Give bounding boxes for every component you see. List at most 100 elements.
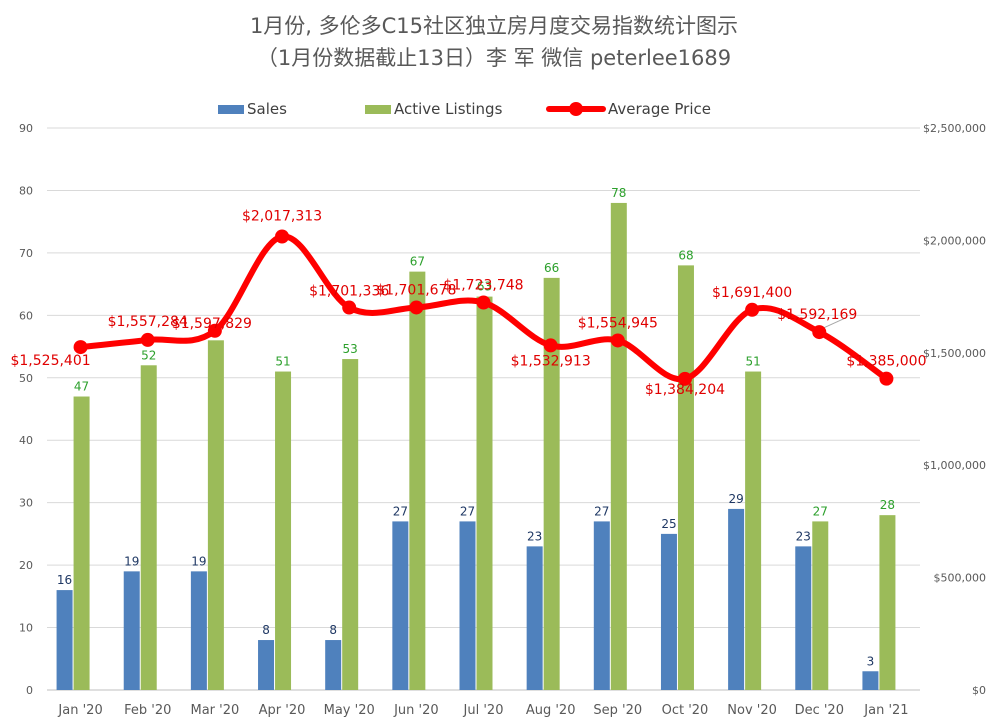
data-label-average-price: $1,691,400 bbox=[712, 285, 792, 301]
data-label-sales: 23 bbox=[527, 529, 542, 543]
y-left-tick-label: 0 bbox=[26, 684, 33, 697]
bar-sales bbox=[325, 640, 342, 690]
data-label-average-price: $1,554,945 bbox=[578, 315, 658, 331]
y-left-tick-label: 90 bbox=[19, 122, 33, 135]
x-tick-label: May '20 bbox=[324, 703, 375, 718]
x-tick-label: Dec '20 bbox=[795, 703, 844, 718]
data-label-sales: 29 bbox=[728, 492, 743, 506]
chart-subtitle: （1月份数据截止13日）李 军 微信 peterlee1689 bbox=[256, 46, 732, 70]
data-label-sales: 19 bbox=[191, 554, 206, 568]
y-right-tick-label: $1,000,000 bbox=[923, 459, 986, 472]
bar-sales bbox=[459, 521, 476, 690]
legend-item-average-price: Average Price bbox=[546, 98, 711, 120]
bar-sales bbox=[862, 671, 879, 690]
chart-title: 1月份, 多伦多C15社区独立房月度交易指数统计图示 bbox=[249, 14, 739, 38]
data-label-sales: 8 bbox=[262, 623, 270, 637]
x-tick-label: Feb '20 bbox=[124, 703, 171, 718]
bar-sales bbox=[593, 521, 610, 690]
point-average-price bbox=[275, 229, 290, 244]
point-average-price bbox=[207, 323, 222, 338]
point-average-price bbox=[140, 332, 155, 347]
data-label-average-price: $1,385,000 bbox=[846, 354, 926, 370]
y-left-tick-label: 60 bbox=[19, 309, 33, 322]
data-label-average-price: $1,701,678 bbox=[376, 282, 456, 298]
y-right-tick-label: $500,000 bbox=[934, 572, 987, 585]
point-average-price bbox=[879, 371, 894, 386]
point-average-price bbox=[610, 333, 625, 348]
x-tick-label: Apr '20 bbox=[259, 703, 306, 718]
data-label-leader-line bbox=[823, 317, 846, 329]
bar-sales bbox=[56, 590, 73, 690]
data-label-average-price: $1,557,284 bbox=[108, 314, 188, 330]
bar-active-listings bbox=[745, 371, 762, 690]
data-label-sales: 27 bbox=[393, 504, 408, 518]
bar-active-listings bbox=[275, 371, 292, 690]
point-average-price bbox=[476, 295, 491, 310]
data-label-sales: 8 bbox=[329, 623, 337, 637]
bar-sales bbox=[190, 571, 207, 690]
data-label-average-price: $1,525,401 bbox=[10, 353, 90, 369]
data-label-active-listings: 53 bbox=[343, 342, 358, 356]
bar-sales bbox=[123, 571, 140, 690]
x-tick-label: Jan '21 bbox=[863, 703, 908, 718]
point-average-price bbox=[543, 338, 558, 353]
y-left-tick-label: 10 bbox=[19, 622, 33, 635]
legend-item-active-listings: Active Listings bbox=[365, 98, 502, 120]
data-label-average-price: $2,017,313 bbox=[242, 209, 322, 225]
data-label-average-price: $1,723,748 bbox=[443, 278, 523, 294]
y-left-tick-label: 70 bbox=[19, 247, 33, 260]
bar-active-listings bbox=[812, 521, 829, 690]
legend-label-average-price: Average Price bbox=[608, 100, 711, 118]
x-tick-label: Mar '20 bbox=[190, 703, 239, 718]
data-label-active-listings: 51 bbox=[275, 355, 290, 369]
data-label-active-listings: 78 bbox=[611, 186, 626, 200]
x-tick-label: Oct '20 bbox=[662, 703, 709, 718]
point-average-price bbox=[745, 302, 760, 317]
data-label-active-listings: 27 bbox=[813, 504, 828, 518]
bar-sales bbox=[392, 521, 409, 690]
bar-sales bbox=[526, 546, 543, 690]
bar-active-listings bbox=[342, 359, 359, 690]
point-average-price bbox=[342, 300, 357, 315]
data-label-active-listings: 52 bbox=[141, 348, 156, 362]
data-label-sales: 19 bbox=[124, 554, 139, 568]
y-left-tick-label: 80 bbox=[19, 184, 33, 197]
legend-label-sales: Sales bbox=[247, 100, 287, 118]
data-label-average-price: $1,701,336 bbox=[309, 284, 389, 300]
y-right-tick-label: $0 bbox=[972, 684, 986, 697]
data-label-active-listings: 68 bbox=[678, 248, 693, 262]
legend-swatch-active-listings bbox=[365, 104, 391, 114]
y-right-tick-label: $1,500,000 bbox=[923, 347, 986, 360]
bar-active-listings bbox=[677, 265, 694, 690]
point-average-price bbox=[73, 340, 88, 355]
y-left-tick-label: 30 bbox=[19, 497, 33, 510]
data-label-sales: 16 bbox=[57, 573, 72, 587]
bar-sales bbox=[258, 640, 275, 690]
x-tick-label: Jul '20 bbox=[463, 703, 504, 718]
bar-active-listings bbox=[610, 202, 627, 690]
data-label-average-price: $1,532,913 bbox=[511, 353, 591, 369]
x-tick-label: Nov '20 bbox=[727, 703, 777, 718]
point-average-price bbox=[409, 300, 424, 315]
data-label-sales: 23 bbox=[796, 529, 811, 543]
legend-swatch-average-price bbox=[546, 102, 606, 116]
data-label-active-listings: 67 bbox=[410, 255, 425, 269]
data-label-active-listings: 63 bbox=[477, 280, 492, 294]
bar-active-listings bbox=[140, 365, 157, 690]
data-label-sales: 25 bbox=[661, 517, 676, 531]
bar-sales bbox=[660, 533, 677, 690]
y-left-tick-label: 20 bbox=[19, 559, 33, 572]
point-average-price bbox=[812, 325, 827, 340]
data-label-average-price: $1,592,169 bbox=[777, 307, 857, 323]
bar-active-listings bbox=[476, 296, 493, 690]
bar-active-listings bbox=[409, 271, 426, 690]
data-label-sales: 27 bbox=[460, 504, 475, 518]
x-tick-label: Jan '20 bbox=[57, 703, 102, 718]
data-label-active-listings: 47 bbox=[74, 380, 89, 394]
x-tick-label: Sep '20 bbox=[593, 703, 642, 718]
data-label-average-price: $1,597,829 bbox=[172, 316, 252, 332]
y-left-tick-label: 40 bbox=[19, 434, 33, 447]
data-label-active-listings: 51 bbox=[745, 355, 760, 369]
legend-label-active-listings: Active Listings bbox=[394, 100, 503, 118]
